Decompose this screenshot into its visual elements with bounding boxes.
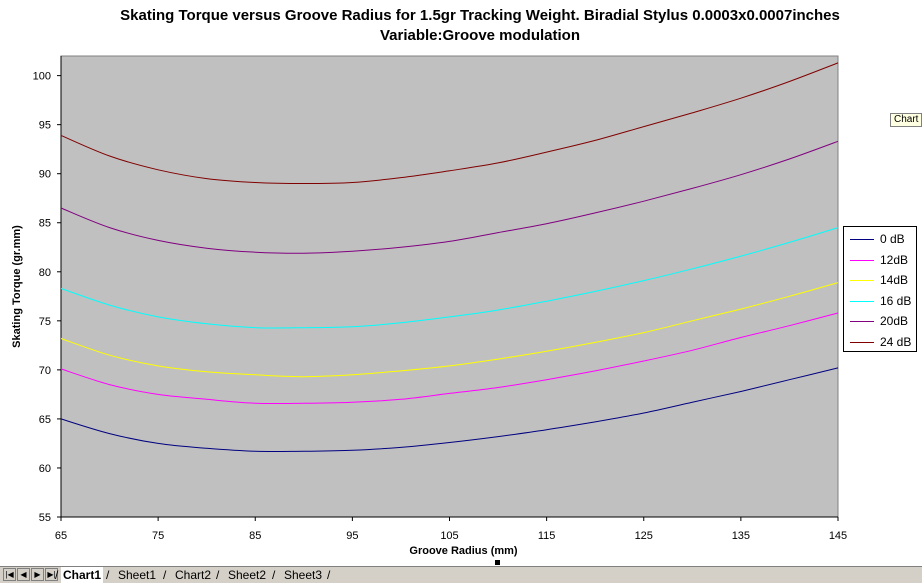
sheet-tab-bar: |◀ ◀ ▶ ▶| Chart1 Sheet1 Chart2 Sheet2 Sheet3…	[0, 566, 922, 583]
legend-label: 20dB	[880, 314, 909, 328]
y-axis-title: Skating Torque (gr.mm)	[11, 225, 23, 348]
legend-item[interactable]: 20dB	[848, 314, 916, 328]
legend-item[interactable]: 12dB	[848, 253, 916, 267]
series-layer	[60, 62, 839, 453]
sheet-tab-sheet1[interactable]: Sheet1	[118, 568, 157, 582]
chart-svg: 55 60 65 70 75 80 85 90 95 100 65 75 85 95 105 115 125 13…	[11, 55, 847, 557]
legend-swatch	[850, 300, 874, 302]
y-tick-label: 55	[39, 512, 51, 524]
chart-name-tag: Chart	[890, 113, 922, 127]
legend[interactable]: 0 dB 12dB 14dB 16 dB 20dB 24 dB	[843, 226, 917, 352]
prev-sheet-button[interactable]: ◀	[17, 568, 30, 581]
legend-label: 12dB	[880, 252, 909, 267]
selection-handle[interactable]	[495, 560, 500, 565]
series-line-5[interactable]	[60, 62, 839, 185]
y-tick-label: 60	[39, 463, 51, 475]
chart-title-block: Skating Torque versus Groove Radius for …	[60, 6, 900, 46]
series-line-4[interactable]	[60, 140, 839, 254]
x-tick-label: 65	[55, 530, 67, 542]
y-tick-label: 65	[39, 414, 51, 426]
legend-label: 16 dB	[880, 293, 912, 308]
chart-area[interactable]: Skating Torque versus Groove Radius for …	[0, 0, 922, 565]
tab-separator: /	[55, 568, 59, 582]
legend-item[interactable]: 24 dB	[848, 335, 916, 349]
series-line-1[interactable]	[60, 312, 839, 405]
series-line-3[interactable]	[60, 227, 839, 329]
last-sheet-icon: ▶|	[47, 570, 56, 579]
legend-item[interactable]: 0 dB	[848, 232, 916, 246]
sheet-tab-sheet3[interactable]: Sheet3	[284, 568, 323, 582]
last-sheet-button[interactable]: ▶|	[45, 568, 58, 581]
x-tick-label: 135	[732, 530, 750, 542]
plot-area[interactable]	[60, 55, 839, 518]
legend-label: 24 dB	[880, 334, 912, 349]
chart-title: Skating Torque versus Groove Radius for …	[120, 7, 840, 24]
tab-separator: /	[163, 568, 167, 582]
x-tick-label: 95	[346, 530, 358, 542]
tab-separator: /	[327, 568, 331, 582]
legend-swatch	[850, 341, 874, 343]
x-tick-label: 75	[152, 530, 164, 542]
series-line-2[interactable]	[60, 282, 839, 378]
next-sheet-icon: ▶	[34, 570, 41, 579]
sheet-tab-sheet2[interactable]: Sheet2	[228, 568, 267, 582]
y-tick-label: 70	[39, 365, 51, 377]
x-tick-label: 85	[249, 530, 261, 542]
legend-swatch	[850, 280, 874, 281]
first-sheet-button[interactable]: |◀	[3, 568, 16, 581]
legend-swatch	[850, 321, 874, 322]
y-tick-label: 90	[39, 169, 51, 181]
next-sheet-button[interactable]: ▶	[31, 568, 44, 581]
sheet-tab-chart1[interactable]: Chart1	[61, 567, 104, 583]
tab-separator: /	[106, 568, 110, 582]
first-sheet-icon: |◀	[5, 570, 14, 579]
y-tick-label: 95	[39, 120, 51, 132]
y-tick-label: 75	[39, 316, 51, 328]
legend-label: 0 dB	[880, 232, 905, 246]
legend-item[interactable]: 16 dB	[848, 294, 916, 308]
legend-label: 14dB	[880, 273, 909, 287]
legend-item[interactable]: 14dB	[848, 273, 916, 287]
y-tick-label: 100	[33, 71, 51, 83]
x-axis-title: Groove Radius (mm)	[409, 545, 518, 557]
sheet-tab-chart2[interactable]: Chart2	[175, 568, 212, 582]
x-tick-label: 115	[538, 530, 556, 542]
series-line-0[interactable]	[60, 367, 839, 453]
y-tick-label: 85	[39, 218, 51, 230]
tab-separator: /	[272, 568, 276, 582]
x-tick-label: 145	[829, 530, 847, 542]
legend-swatch	[850, 239, 874, 240]
chart-subtitle: Variable:Groove modulation	[379, 27, 581, 44]
prev-sheet-icon: ◀	[20, 570, 27, 579]
axis-layer: 55 60 65 70 75 80 85 90 95 100 65 75 85 95 105 115 125 13…	[33, 56, 847, 542]
tab-separator: /	[216, 568, 220, 582]
x-tick-label: 125	[635, 530, 653, 542]
x-tick-label: 105	[440, 530, 458, 542]
y-tick-label: 80	[39, 267, 51, 279]
legend-swatch	[850, 259, 874, 261]
